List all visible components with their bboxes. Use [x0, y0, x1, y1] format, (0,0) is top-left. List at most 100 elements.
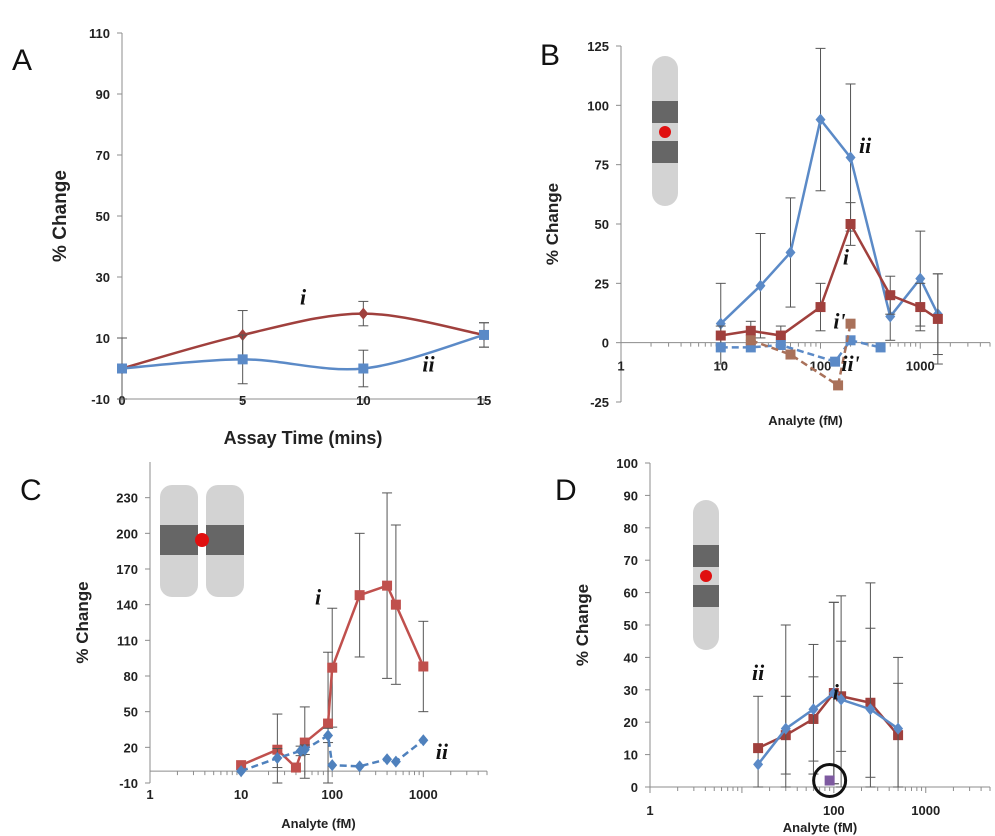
x-axis-title: Analyte (fM) — [281, 816, 355, 831]
y-tick-label: 110 — [117, 633, 138, 648]
x-tick-label: 0 — [118, 393, 125, 408]
y-axis-title: % Change — [573, 584, 592, 666]
data-point — [755, 279, 766, 292]
data-point — [845, 318, 856, 329]
chart-panel-b: -25 0 25 50 75 100 125 1 10 100 1000 Analyte (fM) % … — [543, 39, 991, 428]
x-tick-label: 1 — [646, 803, 653, 818]
data-point — [745, 325, 756, 336]
data-point — [715, 342, 726, 353]
y-tick-label: 80 — [124, 669, 138, 684]
data-point — [815, 302, 826, 313]
y-tick-label: 230 — [116, 491, 138, 506]
probe-band-left — [160, 525, 198, 555]
chart-panel-d: 0 10 20 30 40 50 60 70 80 90 100 1 100 1000 Analyte (f… — [573, 456, 991, 835]
y-tick-label: 30 — [624, 683, 638, 698]
y-tick-label: 90 — [624, 488, 638, 503]
data-point — [830, 356, 841, 367]
data-point — [715, 330, 726, 341]
x-axis-title: Analyte (fM) — [783, 820, 857, 835]
probe-band-right — [206, 525, 244, 555]
x-tick-label: 10 — [356, 393, 370, 408]
data-point — [323, 718, 334, 729]
y-tick-label: 20 — [624, 715, 638, 730]
series-i' — [745, 318, 856, 391]
data-point — [418, 734, 429, 747]
data-point — [358, 363, 369, 374]
y-tick-label: 110 — [89, 26, 110, 41]
data-point — [753, 758, 764, 771]
y-axis-title: % Change — [50, 170, 71, 262]
data-point — [237, 354, 248, 365]
x-tick-label: 10 — [714, 359, 728, 374]
data-point — [785, 246, 796, 259]
data-point — [117, 363, 127, 374]
x-tick-label: 10 — [234, 787, 248, 802]
data-point — [358, 307, 369, 320]
series-line — [719, 116, 939, 325]
data-point — [833, 380, 844, 391]
series-line — [121, 312, 485, 370]
series-ii — [753, 582, 904, 788]
data-point — [824, 775, 835, 786]
y-tick-label: 50 — [595, 217, 609, 232]
y-tick-label: 200 — [116, 526, 138, 541]
data-point — [932, 313, 943, 324]
series-line — [720, 220, 939, 337]
data-point — [845, 219, 856, 229]
series-line — [757, 691, 899, 766]
particle-dot — [700, 570, 712, 582]
data-point — [327, 662, 338, 673]
series-line — [240, 733, 425, 773]
y-tick-label: 125 — [587, 39, 609, 54]
data-point — [885, 310, 896, 323]
x-tick-label: 1 — [146, 787, 153, 802]
data-point — [390, 755, 401, 768]
data-point — [299, 737, 310, 748]
data-point — [875, 342, 886, 353]
data-point — [299, 743, 310, 756]
y-tick-label: 0 — [631, 780, 638, 795]
data-point — [885, 290, 896, 301]
data-point — [715, 317, 726, 330]
x-tick-label: 1000 — [911, 803, 940, 818]
series-line — [750, 323, 852, 388]
highlight-circle — [812, 763, 848, 799]
x-axis-title: Assay Time (mins) — [224, 428, 383, 448]
y-tick-label: 50 — [124, 705, 138, 720]
y-tick-label: 70 — [96, 148, 110, 163]
data-point — [418, 661, 429, 672]
series-i — [753, 601, 904, 788]
y-tick-label: 10 — [624, 748, 638, 763]
y-tick-label: 0 — [602, 336, 609, 351]
data-point — [836, 693, 847, 706]
data-point — [775, 330, 786, 341]
data-point — [845, 335, 856, 346]
series-line — [720, 338, 881, 364]
x-tick-label: 15 — [477, 393, 491, 408]
panel-letter-d: D — [555, 474, 577, 507]
series-line — [121, 333, 485, 371]
series-i — [236, 492, 429, 784]
series-extra — [824, 775, 835, 786]
y-tick-label: 70 — [624, 553, 638, 568]
series-ii — [236, 727, 429, 778]
particle-dot — [195, 533, 209, 547]
data-point — [745, 335, 756, 346]
y-axis-title: % Change — [73, 581, 92, 663]
data-point — [893, 722, 904, 735]
series-label: ii — [859, 133, 872, 158]
x-tick-label: 1000 — [409, 787, 438, 802]
series-line — [757, 691, 900, 750]
probe-band-lower — [652, 141, 678, 163]
y-tick-label: 10 — [96, 331, 110, 346]
y-tick-label: 75 — [595, 158, 609, 173]
data-point — [828, 687, 839, 700]
y-tick-label: 80 — [624, 521, 638, 536]
series-label: i — [833, 680, 840, 705]
series-label: ii — [752, 660, 765, 685]
data-point — [775, 340, 786, 351]
panel-letter-c: C — [20, 474, 42, 507]
x-tick-label: 5 — [239, 393, 246, 408]
